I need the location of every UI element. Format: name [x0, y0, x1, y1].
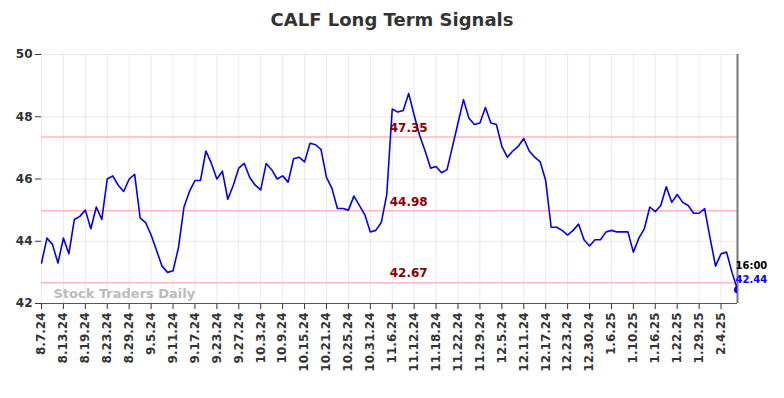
- svg-text:8.13.24: 8.13.24: [56, 313, 70, 364]
- svg-text:12.11.24: 12.11.24: [517, 313, 531, 372]
- svg-text:44.98: 44.98: [390, 195, 428, 209]
- svg-text:46: 46: [16, 172, 33, 186]
- svg-text:1.6.25: 1.6.25: [604, 313, 618, 356]
- svg-text:8.29.24: 8.29.24: [122, 313, 136, 364]
- svg-text:12.5.24: 12.5.24: [495, 313, 509, 364]
- svg-text:11.18.24: 11.18.24: [429, 313, 443, 372]
- svg-text:1.16.25: 1.16.25: [648, 313, 662, 364]
- svg-text:16:00: 16:00: [736, 260, 768, 271]
- svg-text:1.22.25: 1.22.25: [670, 313, 684, 364]
- svg-text:11.29.24: 11.29.24: [473, 313, 487, 372]
- svg-text:11.12.24: 11.12.24: [407, 313, 421, 372]
- svg-text:12.17.24: 12.17.24: [539, 313, 553, 372]
- svg-text:10.25.24: 10.25.24: [341, 313, 355, 372]
- svg-text:9.27.24: 9.27.24: [232, 313, 246, 364]
- svg-text:12.30.24: 12.30.24: [582, 313, 596, 372]
- svg-text:10.31.24: 10.31.24: [363, 313, 377, 372]
- svg-text:1.29.25: 1.29.25: [692, 313, 706, 364]
- svg-text:44: 44: [16, 234, 33, 248]
- svg-text:10.3.24: 10.3.24: [254, 313, 268, 364]
- svg-text:47.35: 47.35: [390, 121, 428, 135]
- svg-text:10.21.24: 10.21.24: [319, 313, 333, 372]
- svg-text:11.22.24: 11.22.24: [451, 313, 465, 372]
- svg-text:1.10.25: 1.10.25: [626, 313, 640, 364]
- svg-text:42: 42: [16, 296, 33, 310]
- svg-text:12.23.24: 12.23.24: [560, 313, 574, 372]
- svg-text:9.23.24: 9.23.24: [210, 313, 224, 364]
- svg-text:42.44: 42.44: [736, 274, 768, 285]
- svg-text:11.6.24: 11.6.24: [385, 313, 399, 364]
- svg-text:48: 48: [16, 110, 33, 124]
- svg-text:8.23.24: 8.23.24: [100, 313, 114, 364]
- svg-text:8.7.24: 8.7.24: [34, 313, 48, 356]
- svg-text:10.9.24: 10.9.24: [275, 313, 289, 364]
- svg-text:2.4.25: 2.4.25: [714, 313, 728, 356]
- svg-text:8.19.24: 8.19.24: [78, 313, 92, 364]
- svg-text:Stock Traders Daily: Stock Traders Daily: [54, 286, 196, 301]
- svg-text:10.15.24: 10.15.24: [297, 313, 311, 372]
- svg-text:9.5.24: 9.5.24: [144, 313, 158, 356]
- svg-text:9.11.24: 9.11.24: [166, 313, 180, 364]
- svg-text:42.67: 42.67: [390, 266, 428, 280]
- svg-text:50: 50: [16, 47, 33, 61]
- html-text:CALF Long Term Signals: CALF Long Term Signals: [270, 9, 514, 30]
- svg-text:9.17.24: 9.17.24: [188, 313, 202, 364]
